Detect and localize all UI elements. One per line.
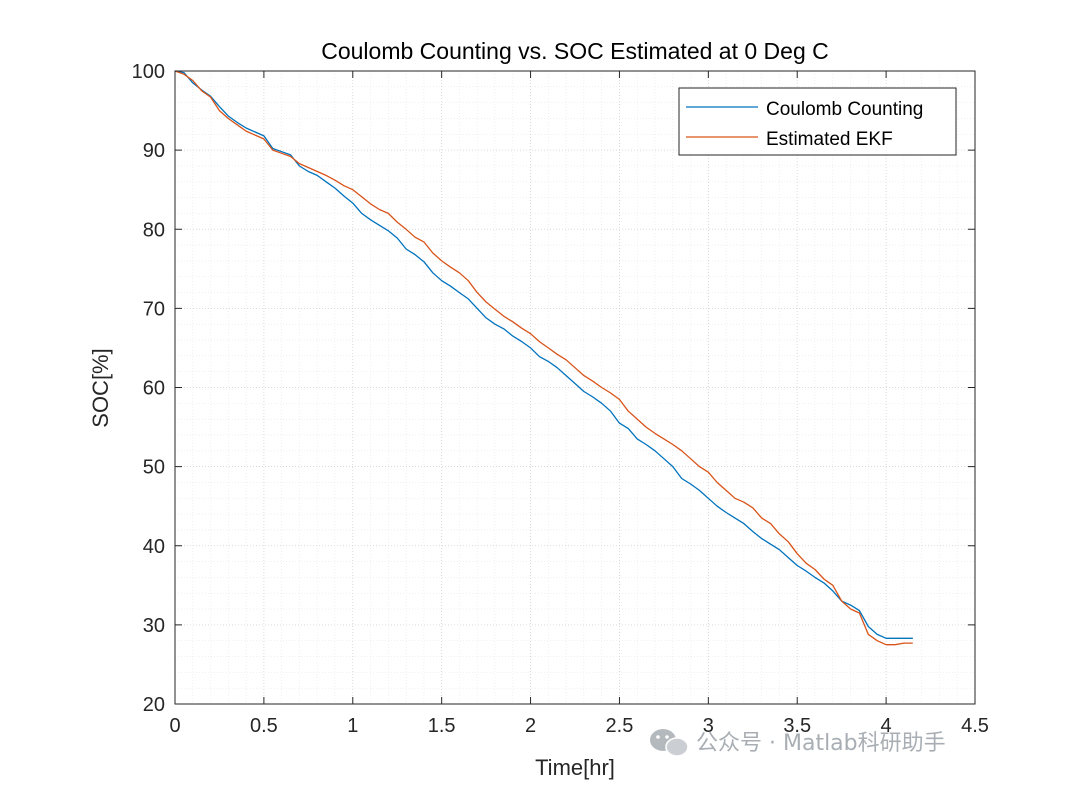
- x-tick-label: 3.5: [783, 715, 811, 737]
- x-axis-label: Time[hr]: [535, 755, 615, 780]
- y-tick-label: 20: [143, 694, 165, 716]
- chart-title: Coulomb Counting vs. SOC Estimated at 0 …: [321, 38, 829, 64]
- y-tick-label: 80: [143, 219, 165, 241]
- y-tick-label: 50: [143, 457, 165, 479]
- legend-label-coulomb-counting: Coulomb Counting: [766, 99, 923, 120]
- x-tick-label: 3: [703, 715, 714, 737]
- watermark: 公众号 · Matlab科研助手: [650, 729, 946, 757]
- x-tick-label: 0.5: [250, 715, 278, 737]
- series-line-coulomb-counting: [174, 70, 913, 639]
- wechat-icon: [650, 729, 689, 757]
- legend-box: [678, 87, 957, 156]
- watermark-text: 公众号 · Matlab科研助手: [696, 731, 946, 756]
- axis-ticks: [174, 70, 976, 705]
- series-layer: [174, 70, 913, 646]
- x-tick-label: 4.5: [961, 715, 989, 737]
- y-tick-label: 40: [143, 536, 165, 558]
- legend: Coulomb Counting Estimated EKF: [678, 87, 957, 156]
- y-axis-label: SOC[%]: [88, 348, 113, 427]
- series-line-estimated-ekf: [174, 70, 913, 646]
- y-tick-label: 70: [143, 298, 165, 320]
- y-tick-label: 30: [143, 615, 165, 637]
- x-tick-label: 1: [347, 715, 358, 737]
- x-tick-label: 4: [881, 715, 892, 737]
- tick-labels: 0 0.5 1 1.5 2 2.5 3 3.5 4 4.5 20 30 40 50 60 70 80 90 100: [132, 61, 989, 737]
- y-tick-label: 100: [132, 61, 165, 83]
- x-tick-label: 1.5: [428, 715, 456, 737]
- legend-label-estimated-ekf: Estimated EKF: [766, 129, 893, 150]
- x-tick-label: 2: [525, 715, 536, 737]
- y-tick-label: 60: [143, 378, 165, 400]
- x-tick-label: 2.5: [606, 715, 634, 737]
- y-tick-label: 90: [143, 140, 165, 162]
- x-tick-label: 0: [169, 715, 180, 737]
